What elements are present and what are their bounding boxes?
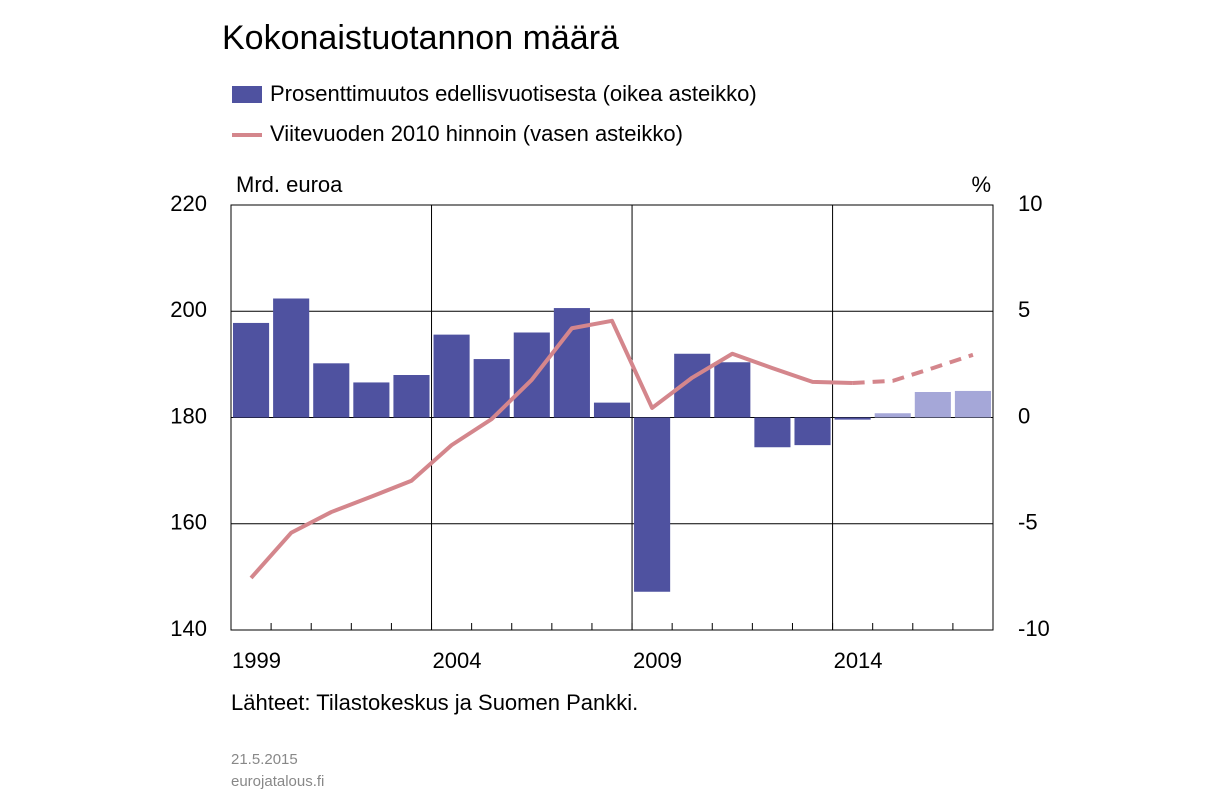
bar <box>593 402 631 418</box>
bar <box>313 363 350 418</box>
y2-tick-label: 10 <box>1018 191 1042 216</box>
legend-label: Viitevuoden 2010 hinnoin (vasen asteikko… <box>270 121 683 146</box>
y2-tick-label: -5 <box>1018 510 1038 535</box>
bar <box>433 334 470 418</box>
y-tick-label: 160 <box>170 510 207 535</box>
y-tick-label: 140 <box>170 616 207 641</box>
y2-axis-label: % <box>971 172 991 197</box>
bar <box>393 375 430 418</box>
bar <box>794 417 831 446</box>
bar <box>874 413 911 418</box>
y2-tick-label: 5 <box>1018 297 1030 322</box>
chart-title: Kokonaistuotannon määrä <box>222 19 619 57</box>
legend-swatch-bar <box>232 86 262 103</box>
y-tick-label: 220 <box>170 191 207 216</box>
bar <box>754 417 791 448</box>
bar <box>273 298 310 418</box>
y-tick-label: 200 <box>170 297 207 322</box>
date: 21.5.2015 <box>231 751 298 768</box>
x-tick-label: 2014 <box>834 648 883 673</box>
y-axis-label: Mrd. euroa <box>236 172 343 197</box>
bar <box>714 362 751 418</box>
x-tick-label: 2009 <box>633 648 682 673</box>
bar <box>914 392 951 418</box>
site: eurojatalous.fi <box>231 773 324 790</box>
y2-tick-label: -10 <box>1018 616 1050 641</box>
line <box>249 318 853 580</box>
plot-frame <box>230 204 994 631</box>
bar <box>513 332 550 418</box>
bar <box>233 322 270 418</box>
x-tick-label: 1999 <box>232 648 281 673</box>
y2-tick-label: 0 <box>1018 403 1030 428</box>
legend-label: Prosenttimuutos edellisvuotisesta (oikea… <box>270 81 757 106</box>
source: Lähteet: Tilastokeskus ja Suomen Pankki. <box>231 690 638 715</box>
bar <box>834 417 871 420</box>
bar <box>353 382 390 418</box>
x-tick-label: 2004 <box>433 648 482 673</box>
bar <box>954 390 991 418</box>
y-tick-label: 180 <box>170 403 207 428</box>
bar <box>634 417 671 592</box>
line <box>852 352 974 385</box>
